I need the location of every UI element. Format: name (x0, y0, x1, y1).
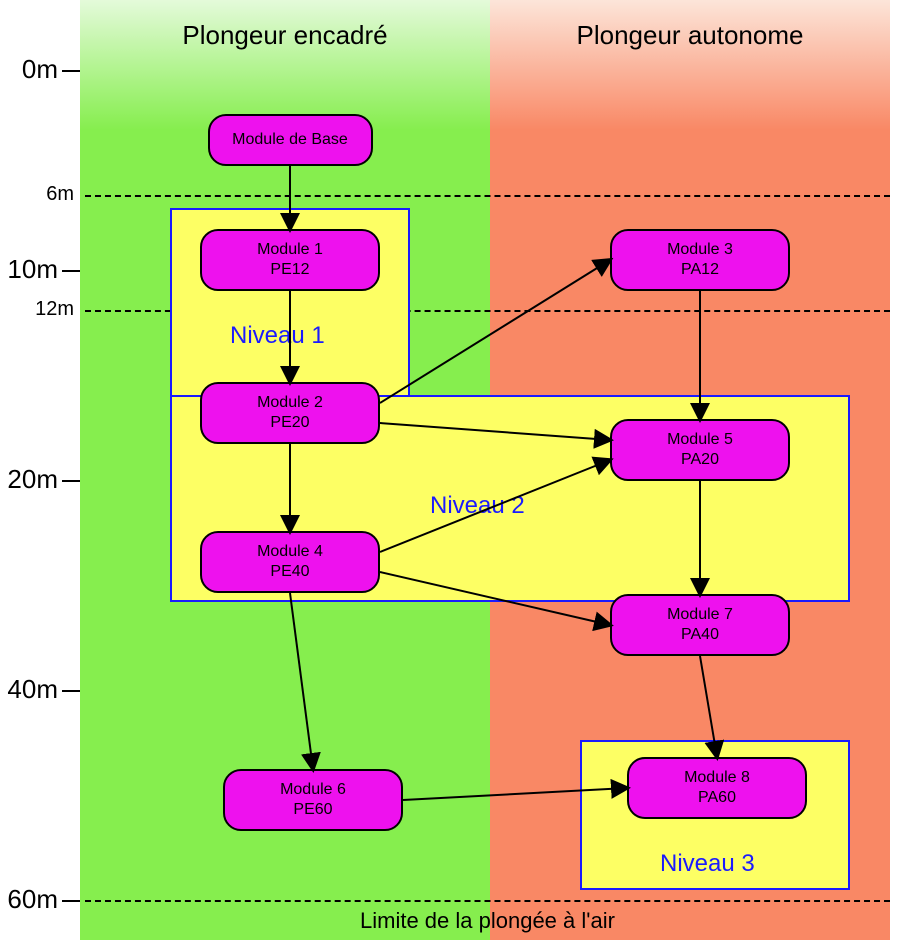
header-autonome: Plongeur autonome (490, 20, 890, 51)
node-line2: PA20 (681, 450, 719, 470)
node-line2: PE12 (270, 260, 309, 280)
node-line1: Module 3 (667, 240, 733, 260)
depth-tick (62, 480, 80, 482)
depth-label-major: 20m (0, 464, 58, 495)
node-line1: Module 5 (667, 430, 733, 450)
depth-tick (62, 900, 80, 902)
node-line1: Module 8 (684, 768, 750, 788)
node-line1: Module 4 (257, 542, 323, 562)
diagram-stage: Plongeur encadréPlongeur autonome 0m 10m 20… (0, 0, 900, 940)
group-label-niveau2: Niveau 2 (430, 492, 525, 520)
footer-note: Limite de la plongée à l'air (360, 908, 615, 934)
depth-label-minor: 12m (0, 298, 74, 321)
node-m6: Module 6PE60 (223, 769, 403, 831)
node-line2: PE60 (293, 800, 332, 820)
node-line1: Module 2 (257, 393, 323, 413)
depth-tick (62, 270, 80, 272)
depth-tick (62, 70, 80, 72)
depth-label-minor: 6m (0, 183, 74, 206)
node-line2: PA60 (698, 788, 736, 808)
node-m4: Module 4PE40 (200, 531, 380, 593)
node-line2: PA12 (681, 260, 719, 280)
node-m3: Module 3PA12 (610, 229, 790, 291)
group-label-niveau3: Niveau 3 (660, 850, 755, 878)
depth-dashed-line (85, 195, 890, 197)
node-m2: Module 2PE20 (200, 382, 380, 444)
node-m1: Module 1PE12 (200, 229, 380, 291)
depth-label-major: 0m (0, 54, 58, 85)
depth-label-major: 10m (0, 254, 58, 285)
node-line1: Module 6 (280, 780, 346, 800)
group-label-niveau1: Niveau 1 (230, 322, 325, 350)
header-encadre: Plongeur encadré (80, 20, 490, 51)
node-m7: Module 7PA40 (610, 594, 790, 656)
depth-label-major: 40m (0, 674, 58, 705)
depth-tick (62, 690, 80, 692)
node-line1: Module 1 (257, 240, 323, 260)
depth-dashed-line (85, 900, 890, 902)
node-base: Module de Base (208, 114, 373, 166)
node-line2: PA40 (681, 625, 719, 645)
depth-label-major: 60m (0, 884, 58, 915)
node-line1: Module de Base (232, 130, 348, 150)
node-m8: Module 8PA60 (627, 757, 807, 819)
node-line2: PE40 (270, 562, 309, 582)
node-line1: Module 7 (667, 605, 733, 625)
node-m5: Module 5PA20 (610, 419, 790, 481)
node-line2: PE20 (270, 413, 309, 433)
